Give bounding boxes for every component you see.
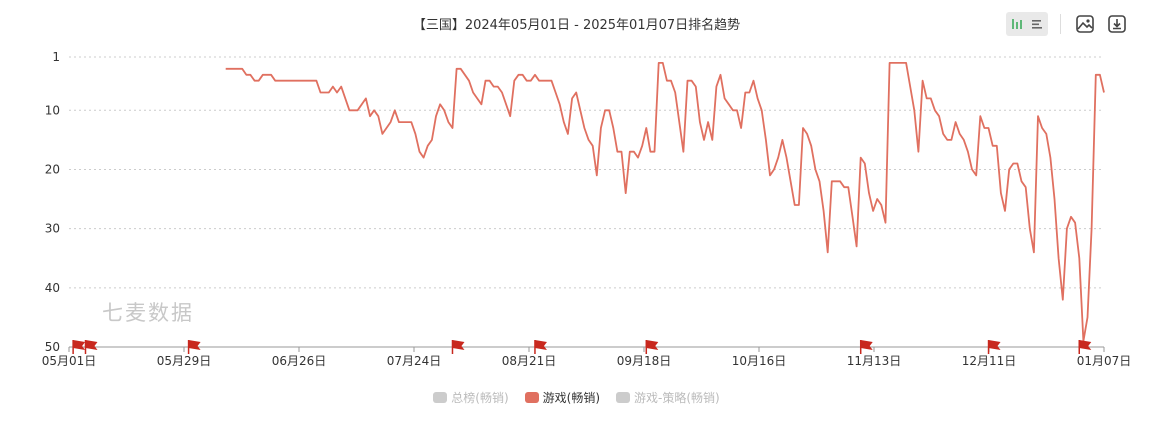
event-flag-icon[interactable] [987, 340, 1001, 354]
legend-item[interactable]: 游戏(畅销) [524, 389, 601, 406]
series-line-game-grossing[interactable] [225, 62, 1105, 342]
x-tick-label: 08月21日 [502, 354, 557, 368]
watermark: 七麦数据 [102, 301, 194, 325]
legend-label: 游戏(畅销) [542, 391, 601, 405]
toolbar-divider [1060, 14, 1061, 34]
download-icon[interactable] [1105, 12, 1129, 36]
chart-legend: 总榜(畅销) 游戏(畅销) 游戏-策略(畅销) [0, 389, 1153, 406]
legend-swatch [616, 392, 631, 403]
chart-toolbar [1006, 12, 1129, 36]
bar-chart-icon[interactable] [1007, 13, 1027, 35]
x-tick-label: 05月29日 [157, 354, 212, 368]
x-tick-label: 10月16日 [732, 354, 787, 368]
event-flag-icon[interactable] [1078, 340, 1092, 354]
y-tick-label: 40 [45, 281, 60, 295]
x-tick-label: 05月01日 [42, 354, 97, 368]
legend-swatch [524, 392, 539, 403]
legend-label: 总榜(畅销) [451, 391, 509, 405]
legend-item[interactable]: 总榜(畅销) [433, 389, 509, 406]
event-flag-icon[interactable] [645, 340, 659, 354]
event-flag-icon[interactable] [187, 340, 201, 354]
event-flag-icon[interactable] [534, 340, 547, 354]
x-tick-label: 11月13日 [847, 354, 902, 368]
legend-item[interactable]: 游戏-策略(畅销) [616, 389, 720, 406]
legend-swatch [433, 392, 448, 403]
event-flag-icon[interactable] [451, 340, 465, 354]
y-tick-label: 50 [45, 340, 60, 354]
grid-lines [69, 56, 1104, 348]
y-tick-label: 10 [45, 103, 60, 117]
x-tick-label: 09月18日 [617, 354, 672, 368]
x-tick-label: 07月24日 [387, 354, 442, 368]
chart-type-toggle [1006, 12, 1048, 36]
x-axis: 05月01日 05月29日 06月26日 07月24日 08月21日 09月18日 10月1… [42, 347, 1132, 368]
x-tick-label: 12月11日 [962, 354, 1017, 368]
event-flag-icon[interactable] [72, 340, 86, 354]
chart-title: 【三国】2024年05月01日 - 2025年01月07日排名趋势 [412, 18, 741, 33]
event-flags[interactable] [72, 340, 1092, 354]
y-tick-label: 1 [52, 50, 60, 64]
y-axis: 1 10 20 30 40 50 [45, 50, 60, 354]
event-flag-icon[interactable] [84, 340, 98, 354]
x-tick-label: 06月26日 [272, 354, 327, 368]
event-flag-icon[interactable] [859, 340, 873, 354]
image-download-icon[interactable] [1073, 12, 1097, 36]
y-tick-label: 20 [45, 162, 60, 176]
y-tick-label: 30 [45, 222, 60, 236]
legend-label: 游戏-策略(畅销) [634, 391, 720, 405]
list-icon[interactable] [1027, 13, 1047, 35]
x-tick-label: 01月07日 [1077, 354, 1132, 368]
